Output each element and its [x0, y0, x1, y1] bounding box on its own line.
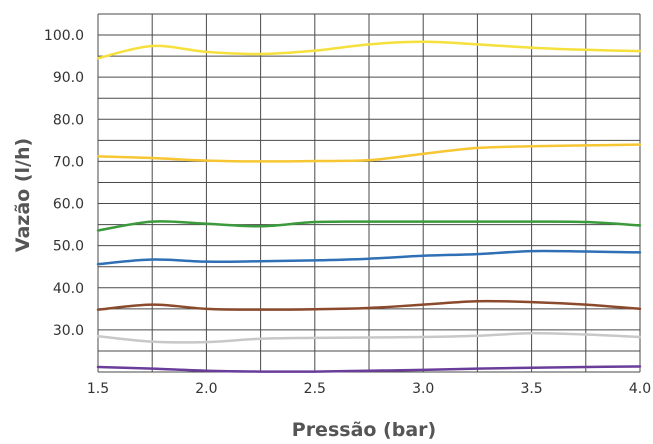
y-tick-label: 100.0 [44, 28, 84, 44]
x-tick-label: 4.0 [629, 381, 651, 397]
y-axis-title: Vazão (l/h) [12, 138, 34, 252]
tick-labels: 1.5 2.0 2.5 3.0 3.5 4.0 30.0 40.0 50.0 60.0 70.0 80… [44, 28, 651, 397]
x-tick-label: 3.0 [412, 381, 434, 397]
y-tick-label: 30.0 [53, 323, 84, 339]
x-tick-label: 2.0 [195, 381, 217, 397]
y-tick-label: 90.0 [53, 70, 84, 86]
series-line-4 [96, 249, 642, 266]
series-line-6 [96, 331, 642, 344]
y-tick-label: 60.0 [53, 197, 84, 213]
y-tick-label: 50.0 [53, 239, 84, 255]
y-tick-label: 40.0 [53, 281, 84, 297]
series-line-1 [96, 40, 642, 60]
series-line-3 [96, 220, 642, 232]
series-line-5 [96, 299, 642, 311]
x-tick-label: 3.5 [520, 381, 542, 397]
y-tick-label: 70.0 [53, 154, 84, 170]
x-tick-label: 1.5 [87, 381, 109, 397]
series-lines [96, 40, 642, 373]
series-line-2 [96, 143, 642, 163]
grid [97, 13, 641, 373]
y-tick-label: 80.0 [53, 112, 84, 128]
x-axis-title: Pressão (bar) [292, 419, 436, 441]
x-tick-label: 2.5 [304, 381, 326, 397]
series-line-7 [96, 365, 642, 373]
